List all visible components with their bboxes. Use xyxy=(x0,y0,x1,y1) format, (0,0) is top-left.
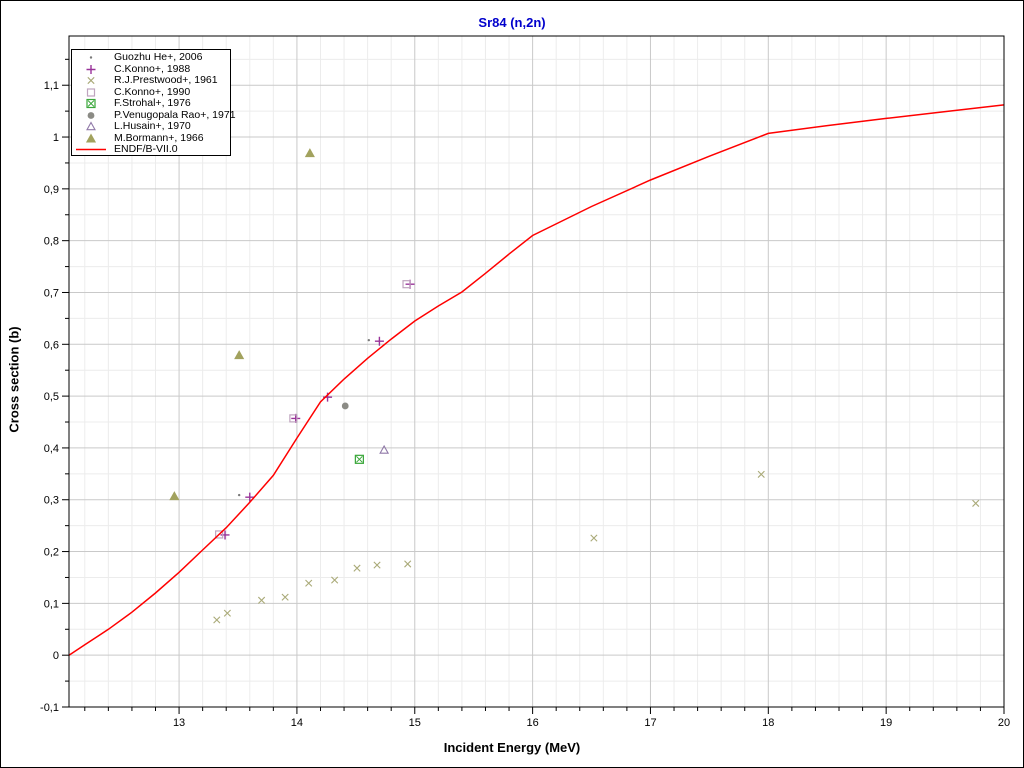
legend-entry-label: M.Bormann+, 1966 xyxy=(114,131,204,144)
data-point xyxy=(379,444,390,454)
legend-marker-icon xyxy=(89,56,93,59)
y-tick-label: 0,1 xyxy=(44,598,59,610)
legend-marker-icon xyxy=(86,88,96,97)
y-tick-label: 0,4 xyxy=(44,443,59,455)
legend-box: Guozhu He+, 2006 C.Konno+, 1988 R.J.Prestw… xyxy=(71,49,236,156)
legend-entry: ENDF/B-VII.0 xyxy=(72,143,230,156)
legend-marker-icon xyxy=(85,133,97,143)
data-point xyxy=(234,350,245,360)
data-point xyxy=(257,596,266,604)
data-point xyxy=(305,579,313,587)
x-axis-label: Incident Energy (MeV) xyxy=(443,740,581,755)
legend-entry-label: L.Husain+, 1970 xyxy=(114,120,191,132)
data-point xyxy=(374,336,384,346)
series-guozhu-he-2006 xyxy=(237,338,371,497)
x-tick-label: 17 xyxy=(644,717,656,729)
data-point xyxy=(757,470,765,478)
y-tick-label: 0,6 xyxy=(44,339,59,351)
legend-marker-icon xyxy=(86,64,96,74)
plot-frame xyxy=(68,35,1005,708)
series-c-konno-1990 xyxy=(215,280,411,539)
data-point xyxy=(590,534,598,542)
x-tick-label: 14 xyxy=(291,717,303,729)
endf-curve xyxy=(68,104,1005,656)
legend-entry-label: Guozhu He+, 2006 xyxy=(114,51,203,63)
y-tick-label: 0,5 xyxy=(44,391,59,403)
data-point xyxy=(341,402,349,410)
series-m-bormann-1966 xyxy=(169,148,315,501)
legend-entry: Guozhu He+, 2006 xyxy=(72,51,230,64)
data-point xyxy=(169,491,180,501)
tick-labels: 13 14 15 16 17 18 19 20 -0,1 0 0,1 0,2 0,3 0,4 0,5 0,6 0… xyxy=(40,80,1010,729)
y-tick-label: 0,8 xyxy=(44,236,59,248)
series-p-venugopala-rao-1971 xyxy=(341,402,349,410)
legend-entry: F.Strohal+, 1976 xyxy=(72,97,230,110)
legend-entry: L.Husain+, 1970 xyxy=(72,120,230,133)
legend-entry: C.Konno+, 1990 xyxy=(72,85,230,99)
y-tick-label: 0,9 xyxy=(44,184,59,196)
legend-marker-icon xyxy=(87,77,95,85)
axis-ticks xyxy=(62,58,1005,714)
y-tick-label: 0,3 xyxy=(44,495,59,507)
legend-entry-label: C.Konno+, 1988 xyxy=(114,62,191,75)
y-tick-label: 1 xyxy=(53,132,59,144)
legend-entry: R.J.Prestwood+, 1961 xyxy=(72,74,230,87)
data-point xyxy=(223,609,231,617)
series-l-husain-1970 xyxy=(379,444,390,454)
data-point xyxy=(373,561,381,569)
x-tick-label: 18 xyxy=(762,717,774,729)
x-tick-label: 16 xyxy=(526,717,538,729)
legend-entry: P.Venugopala Rao+, 1971 xyxy=(72,109,236,122)
data-point xyxy=(402,280,411,289)
plot-title: Sr84 (n,2n) xyxy=(478,15,546,30)
y-tick-label: -0,1 xyxy=(40,702,59,714)
y-tick-label: 0 xyxy=(53,650,59,662)
data-point xyxy=(237,493,241,497)
legend-marker-icon xyxy=(87,111,95,119)
data-point xyxy=(213,616,221,624)
legend-entry-label: P.Venugopala Rao+, 1971 xyxy=(114,108,236,121)
x-tick-label: 13 xyxy=(173,717,185,729)
legend-entry: M.Bormann+, 1966 xyxy=(72,131,230,145)
legend-entry-label: F.Strohal+, 1976 xyxy=(114,97,191,109)
y-tick-label: 1,1 xyxy=(44,80,59,92)
data-point xyxy=(331,576,339,584)
legend-marker-icon xyxy=(76,148,106,151)
x-tick-label: 19 xyxy=(880,717,892,729)
legend-marker-icon xyxy=(86,121,96,131)
data-point xyxy=(367,338,371,342)
data-point xyxy=(245,492,255,502)
y-tick-label: 0,2 xyxy=(44,547,59,559)
x-tick-label: 20 xyxy=(998,717,1010,729)
data-point xyxy=(353,564,361,572)
legend-marker-icon xyxy=(86,99,96,109)
data-point xyxy=(289,414,298,423)
series-r-j-prestwood-1961 xyxy=(213,470,980,624)
legend-entry-label: C.Konno+, 1990 xyxy=(114,85,191,98)
legend-entry-label: R.J.Prestwood+, 1961 xyxy=(114,74,218,86)
y-axis-label: Cross section (b) xyxy=(6,326,22,433)
series-f-strohal-1976 xyxy=(354,454,364,464)
data-point xyxy=(404,560,412,568)
data-point xyxy=(354,454,364,464)
data-point xyxy=(215,530,224,539)
series-c-konno-1988 xyxy=(220,279,415,540)
data-point xyxy=(281,593,289,601)
y-tick-label: 0,7 xyxy=(44,287,59,299)
series-endf-b-vii-0 xyxy=(68,104,1005,656)
legend-entry: C.Konno+, 1988 xyxy=(72,62,230,76)
data-point xyxy=(304,148,315,158)
data-point xyxy=(972,499,980,507)
data-point xyxy=(220,530,230,540)
legend-entry-label: ENDF/B-VII.0 xyxy=(114,143,178,155)
x-tick-label: 15 xyxy=(409,717,421,729)
